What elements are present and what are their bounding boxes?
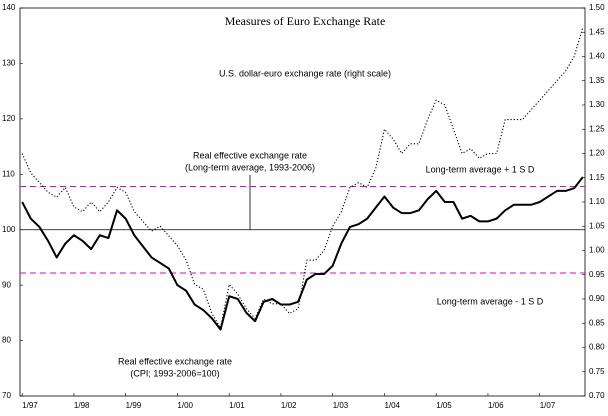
x-tick-label: 1/05 bbox=[436, 401, 452, 410]
y2-tick-label: 1.00 bbox=[589, 246, 605, 255]
plot-frame bbox=[19, 7, 586, 397]
chart-title: Measures of Euro Exchange Rate bbox=[225, 14, 386, 28]
y-tick-label: 100 bbox=[2, 225, 16, 234]
y-tick-label: 90 bbox=[2, 280, 11, 289]
series-line bbox=[21, 27, 584, 329]
y2-tick-label: 0.95 bbox=[589, 270, 605, 279]
reference-label: Long-term average - 1 S D bbox=[437, 296, 544, 306]
y2-tick-label: 1.20 bbox=[589, 149, 605, 158]
y2-tick-label: 1.10 bbox=[589, 197, 605, 206]
y2-tick-label: 0.85 bbox=[589, 318, 605, 327]
x-tick-label: 1/01 bbox=[229, 401, 245, 410]
series-note: (CPI; 1993-2006=100) bbox=[130, 368, 219, 378]
y2-tick-label: 0.90 bbox=[589, 294, 605, 303]
x-tick-label: 1/03 bbox=[333, 401, 349, 410]
y-tick-label: 110 bbox=[2, 169, 15, 178]
x-tick-label: 1/00 bbox=[177, 401, 193, 410]
y2-tick-label: 1.40 bbox=[589, 52, 605, 61]
y-tick-label: 80 bbox=[2, 336, 11, 345]
y2-tick-label: 1.30 bbox=[589, 100, 605, 109]
x-tick-label: 1/06 bbox=[488, 401, 504, 410]
y2-tick-label: 1.05 bbox=[589, 221, 605, 230]
x-tick-label: 1/97 bbox=[22, 401, 38, 410]
x-tick-label: 1/07 bbox=[540, 401, 556, 410]
reference-label: (Long-term average, 1993-2006) bbox=[185, 162, 315, 172]
y-tick-label: 130 bbox=[2, 59, 16, 68]
y-tick-label: 70 bbox=[2, 391, 11, 400]
series-label: U.S. dollar-euro exchange rate (right sc… bbox=[219, 68, 391, 78]
y2-tick-label: 0.75 bbox=[589, 367, 605, 376]
series-line bbox=[21, 176, 584, 331]
x-tick-label: 1/04 bbox=[384, 401, 400, 410]
y2-tick-label: 1.25 bbox=[589, 124, 605, 133]
y2-tick-label: 0.80 bbox=[589, 343, 605, 352]
reference-label: Long-term average + 1 S D bbox=[426, 164, 535, 174]
x-tick-label: 1/99 bbox=[126, 401, 142, 410]
x-tick-label: 1/02 bbox=[281, 401, 297, 410]
y2-tick-label: 1.45 bbox=[589, 27, 605, 36]
y2-tick-label: 1.50 bbox=[589, 3, 605, 12]
reference-label: Real effective exchange rate bbox=[193, 150, 307, 160]
x-tick-label: 1/98 bbox=[74, 401, 90, 410]
y2-tick-label: 1.35 bbox=[589, 76, 605, 85]
y-tick-label: 140 bbox=[2, 3, 16, 12]
y2-tick-label: 1.15 bbox=[589, 173, 605, 182]
series-label: Real effective exchange rate bbox=[118, 356, 232, 366]
y2-tick-label: 0.70 bbox=[589, 391, 605, 400]
y-tick-label: 120 bbox=[2, 114, 16, 123]
